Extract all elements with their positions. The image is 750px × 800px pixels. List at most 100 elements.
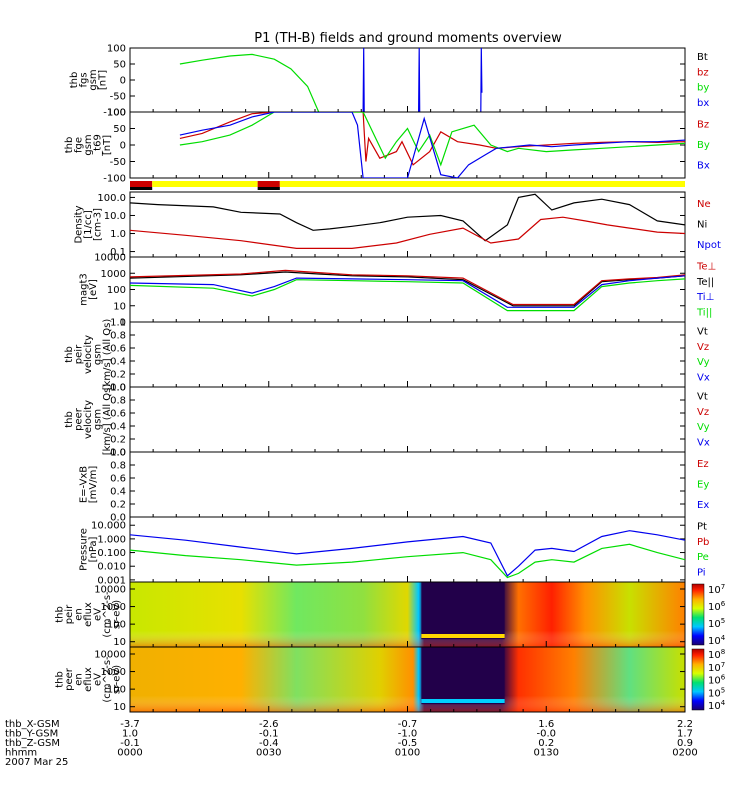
series-group	[130, 269, 685, 312]
y-tick-label: 1.000	[97, 534, 126, 545]
y-tick-label: 1000	[101, 602, 126, 613]
x-axis-date: 2007 Mar 25	[5, 757, 68, 768]
legend-entry: Pi	[697, 568, 706, 579]
y-axis-label-line: gsm	[88, 69, 99, 90]
mode-bar-top-segment	[257, 181, 280, 187]
y-tick-label: 1.0	[110, 229, 126, 240]
legend-entry: Bt	[697, 52, 708, 63]
y-tick-label: 0.4	[110, 487, 126, 498]
x-axis-row-value: -0.1	[259, 729, 279, 740]
y-tick-label: 0.6	[110, 344, 126, 355]
mode-bar-bottom-segment	[257, 187, 280, 190]
legend-entry: Ni	[697, 220, 707, 231]
y-tick-label: 1.0	[110, 318, 126, 329]
legend-entry: Vy	[697, 357, 710, 368]
panel-frame	[129, 47, 686, 113]
y-axis-label-line: velocity	[83, 400, 94, 439]
colorbar-tick-label: 104	[708, 699, 726, 712]
y-tick-label: 100	[107, 285, 126, 296]
colorbar-tick-label: 106	[708, 600, 726, 613]
colorbar-tick-label: 105	[708, 686, 725, 699]
x-axis-row-value: 0.2	[538, 738, 554, 749]
y-axis-label-line: sr-eV)	[112, 600, 123, 629]
x-axis-row-value: 0130	[534, 748, 559, 759]
y-tick-label: 0	[120, 76, 126, 87]
x-axis-row-value: -0.4	[259, 738, 279, 749]
y-axis-label-line: [nT]	[97, 70, 108, 90]
y-tick-label: 100	[107, 685, 126, 696]
y-axis-label-line: [nPa]	[88, 536, 99, 562]
x-axis-row-value: -1.0	[398, 729, 418, 740]
legend-entry: Te||	[696, 277, 714, 288]
series-line	[480, 48, 483, 112]
y-tick-label: 10000	[94, 649, 126, 660]
legend-entry: bx	[697, 98, 709, 109]
x-axis-row-label: thb_Y-GSM	[5, 729, 58, 740]
y-tick-label: 100	[107, 620, 126, 631]
legend-entry: Te⊥	[696, 261, 716, 272]
y-axis-label: E=-VxB[mV/m]	[78, 466, 99, 504]
y-tick-label: 50	[113, 60, 126, 71]
y-axis-label-line: fge	[74, 137, 85, 153]
y-axis-label-line: [km/s] (All Qs)	[102, 384, 113, 456]
y-axis-label-line: thb	[55, 606, 66, 623]
y-axis-label-line: thb	[64, 137, 75, 154]
panel-frame	[129, 516, 686, 583]
legend-entry: Npot	[697, 240, 721, 251]
panel-temperature: 10000 1000 100 10 1 magt3[eV] Te⊥ Te|| Ti⊥ Ti||	[78, 253, 716, 329]
chart-title: P1 (TH-B) fields and ground moments over…	[254, 31, 562, 46]
spectrogram-dropout	[421, 647, 505, 705]
y-axis-label-line: _t69	[93, 134, 104, 157]
y-axis-label: Pressure[nPa]	[78, 528, 99, 571]
y-axis-label-line: [mV/m]	[88, 466, 99, 504]
y-axis-label-line: Pressure	[78, 528, 89, 571]
y-tick-label: 1.0	[110, 448, 126, 459]
legend-entry: Vt	[697, 391, 708, 402]
legend-entry: Pt	[697, 521, 707, 532]
x-axis-row-value: 1.6	[538, 719, 554, 730]
y-tick-label: 100.0	[97, 193, 126, 204]
y-tick-label: 10000	[94, 584, 126, 595]
panel-efield: 1.0 0.8 0.6 0.4 0.2 0.0 E=-VxB[mV/m] Ez Ey Ex	[78, 448, 709, 524]
colorbar-tick-label: 107	[708, 661, 725, 674]
series-group	[130, 530, 685, 579]
colorbar-tick-label: 104	[708, 634, 726, 647]
legend-entry: Vz	[697, 342, 709, 353]
y-axis-label-line: eV	[93, 608, 104, 621]
y-axis-label-line: velocity	[83, 335, 94, 374]
panel-peir_velocity: 1.00.80.60.40.20.0thbpeirvelocitygsm[km/…	[64, 318, 710, 394]
legend-entry: Ti||	[696, 308, 712, 319]
y-tick-label: 10	[113, 637, 126, 648]
legend-entry: by	[697, 83, 709, 94]
mode-bar-top-segment	[279, 181, 685, 187]
x-axis-row-value: -0.0	[536, 729, 556, 740]
y-tick-label: 0.6	[110, 409, 126, 420]
series-group	[130, 193, 685, 249]
y-axis-label-line: (cm^2-s-	[102, 591, 113, 638]
legend-entry: Vy	[697, 422, 710, 433]
series-line	[130, 543, 685, 579]
legend-entry: bz	[697, 67, 709, 78]
series-line	[130, 530, 685, 577]
y-tick-label: 0.2	[110, 435, 126, 446]
x-axis-row-value: 0030	[256, 748, 281, 759]
y-axis-label-line: peir	[64, 604, 75, 624]
y-tick-label: -50	[110, 157, 126, 168]
x-axis-row-value: -2.6	[259, 719, 279, 730]
y-tick-label: -100	[103, 108, 126, 119]
x-axis-row-value: 1.0	[122, 729, 138, 740]
legend-entry: Pe	[697, 552, 709, 563]
x-axis-row-value: -0.5	[398, 738, 418, 749]
legend-entry: Ti⊥	[696, 292, 714, 303]
y-tick-label: 0.8	[110, 331, 126, 342]
y-tick-label: 10000	[94, 253, 126, 264]
series-line	[130, 278, 685, 312]
x-axis-row-value: 0.9	[677, 738, 693, 749]
spectrogram-shading	[130, 647, 685, 712]
y-tick-label: 0.8	[110, 461, 126, 472]
y-axis-label-line: magt3	[78, 273, 89, 306]
